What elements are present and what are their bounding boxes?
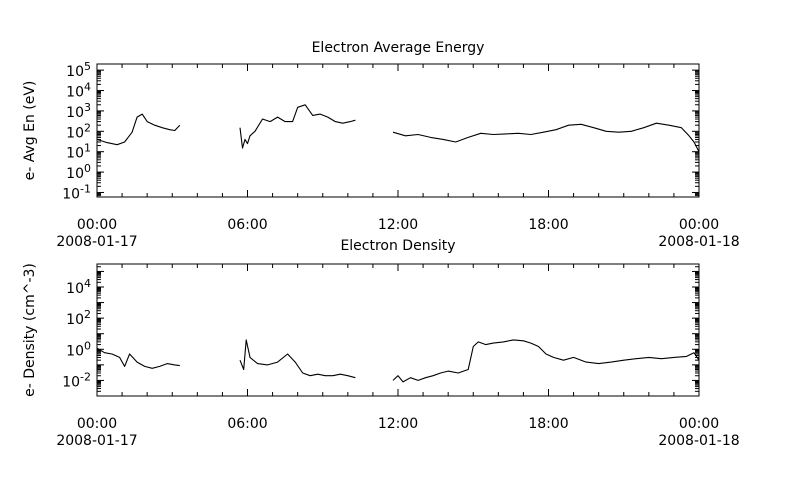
x-tick-label: 00:00 (77, 416, 117, 432)
chart-title: Electron Density (340, 238, 455, 254)
density-panel: Electron Density e- Density (cm^-3) 10-2 10… (22, 238, 740, 449)
series-line (96, 113, 181, 146)
y-tick-label: 104 (66, 81, 91, 101)
x-tick-label: 06:00 (227, 217, 267, 233)
y-tick-label: 100 (66, 339, 91, 359)
y-axis-label: e- Density (cm^-3) (22, 263, 38, 397)
y-tick-label: 102 (66, 308, 91, 328)
energy-panel: Electron Average Energy e- Avg En (eV) 10-… (22, 40, 740, 250)
x-tick-date: 2008-01-18 (658, 433, 739, 449)
y-tick-label: 100 (66, 162, 91, 182)
x-tick-label: 00:00 (77, 217, 117, 233)
y-tick-label: 101 (66, 142, 91, 162)
y-tick-label: 105 (66, 60, 91, 80)
y-axis-label: e- Avg En (eV) (22, 81, 38, 181)
x-tick-label: 00:00 (679, 217, 719, 233)
y-tick-label: 103 (66, 101, 91, 121)
x-tick-label: 00:00 (679, 416, 719, 432)
y-tick-label: 102 (66, 121, 91, 141)
x-tick-label: 18:00 (528, 416, 568, 432)
chart-title: Electron Average Energy (312, 40, 485, 56)
x-tick-label: 12:00 (378, 416, 418, 432)
plot-frame (96, 63, 700, 198)
series-line (392, 339, 700, 383)
series-line (239, 104, 356, 149)
x-tick-date: 2008-01-18 (658, 234, 739, 250)
y-tick-label: 10-1 (62, 182, 91, 202)
y-tick-label: 104 (66, 277, 91, 297)
series-line (239, 339, 356, 379)
series-line (96, 347, 180, 369)
x-tick-label: 12:00 (378, 217, 418, 233)
x-tick-label: 18:00 (528, 217, 568, 233)
y-tick-label: 10-2 (62, 370, 91, 390)
x-tick-date: 2008-01-17 (56, 433, 137, 449)
series-line (392, 122, 700, 152)
x-tick-label: 06:00 (227, 416, 267, 432)
x-tick-date: 2008-01-17 (56, 234, 137, 250)
